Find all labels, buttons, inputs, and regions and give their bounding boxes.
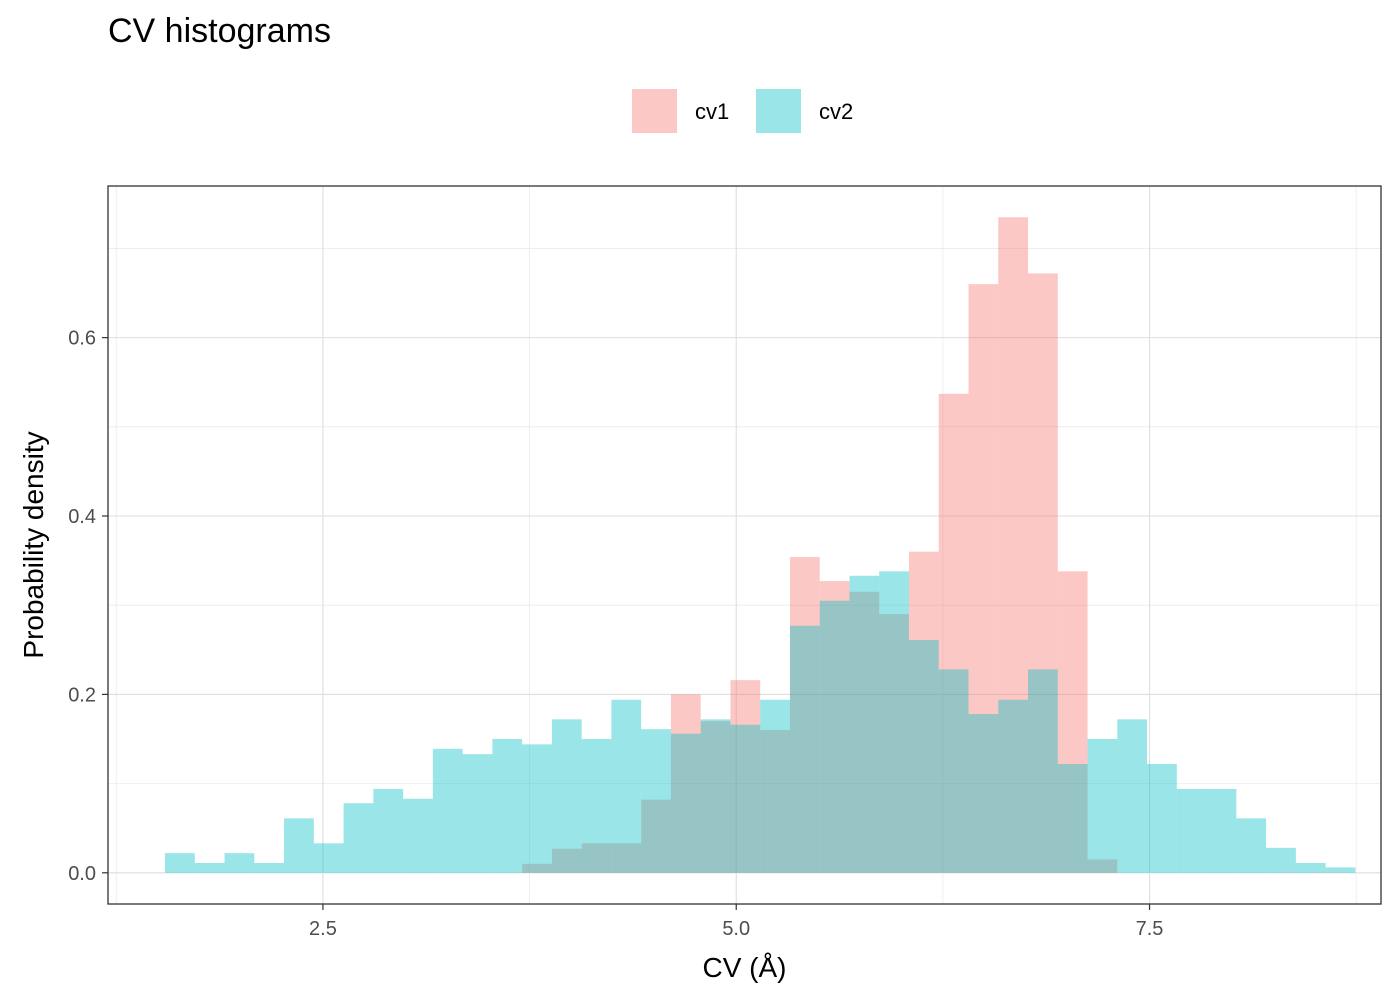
bar-cv1-9 [789, 557, 820, 873]
bar-cv2-38 [1295, 862, 1326, 873]
bar-cv1-6 [700, 721, 731, 873]
bar-cv2-1 [194, 862, 225, 873]
legend-label-cv2: cv2 [819, 99, 854, 124]
legend-label-cv1: cv1 [695, 99, 730, 124]
bar-cv2-0 [165, 853, 195, 873]
bar-cv2-13 [551, 719, 582, 873]
y-axis-title: Probability density [18, 431, 49, 658]
bar-cv1-18 [1057, 571, 1088, 873]
bar-cv2-31 [1087, 738, 1118, 873]
x-tick-label: 5.0 [722, 918, 750, 940]
bar-cv2-37 [1266, 847, 1296, 873]
series-cv2 [165, 571, 1356, 873]
y-tick-label: 0.2 [68, 684, 96, 706]
bar-cv2-2 [224, 853, 255, 873]
bar-cv2-27 [968, 714, 999, 873]
x-axis: 2.5 5.0 7.5 [309, 904, 1163, 940]
x-tick-label: 2.5 [309, 918, 337, 940]
bar-cv1-11 [849, 591, 880, 873]
bar-cv1-1 [551, 848, 582, 873]
histogram-bars [165, 217, 1356, 873]
bar-cv2-19 [730, 724, 761, 873]
bar-cv2-32 [1117, 719, 1148, 873]
bar-cv1-4 [641, 799, 671, 873]
bar-cv2-20 [760, 699, 790, 873]
bar-cv2-14 [581, 738, 612, 873]
bar-cv2-36 [1236, 818, 1267, 873]
y-tick-label: 0.0 [68, 863, 96, 885]
y-tick-label: 0.6 [68, 328, 96, 350]
bar-cv2-5 [313, 843, 344, 873]
bar-cv2-3 [254, 862, 285, 873]
bar-cv1-0 [522, 863, 552, 873]
y-tick-label: 0.4 [68, 506, 96, 528]
bar-cv2-33 [1147, 763, 1177, 873]
bar-cv2-7 [373, 788, 404, 873]
bar-cv2-22 [819, 600, 850, 873]
bar-cv2-18 [700, 719, 731, 873]
bar-cv2-23 [849, 575, 880, 873]
bar-cv2-16 [641, 729, 671, 873]
bar-cv2-15 [611, 699, 642, 873]
bar-cv2-25 [908, 639, 939, 873]
bar-cv2-10 [462, 754, 493, 873]
bar-cv2-11 [492, 738, 523, 873]
bar-cv1-12 [879, 614, 909, 873]
bar-cv1-17 [1028, 273, 1058, 873]
bar-cv1-8 [760, 730, 790, 873]
bar-cv1-5 [670, 694, 701, 873]
x-tick-label: 7.5 [1136, 918, 1164, 940]
bar-cv2-21 [789, 625, 820, 873]
bar-cv2-26 [938, 669, 969, 873]
legend-key-cv1 [632, 89, 677, 133]
bar-cv1-3 [611, 843, 642, 873]
bar-cv2-9 [432, 748, 463, 873]
bar-cv2-39 [1325, 867, 1356, 873]
bar-cv2-12 [522, 744, 552, 873]
bar-cv1-16 [998, 217, 1029, 873]
minor-gridlines [108, 186, 1381, 904]
bar-cv1-10 [819, 581, 850, 873]
bar-cv2-17 [670, 733, 701, 873]
series-cv1 [522, 217, 1118, 873]
bar-cv2-8 [403, 798, 433, 873]
bar-cv1-19 [1087, 859, 1118, 873]
chart-title: CV histograms [108, 12, 331, 50]
bar-cv2-35 [1206, 788, 1237, 873]
major-gridlines [108, 186, 1381, 904]
bar-cv1-2 [581, 843, 612, 873]
x-axis-title: CV (Å) [703, 952, 787, 983]
bar-cv2-30 [1057, 763, 1088, 873]
bar-cv1-15 [968, 284, 999, 873]
bar-cv1-7 [730, 680, 761, 873]
y-axis: 0.0 0.2 0.4 0.6 [68, 328, 108, 885]
bar-cv2-24 [879, 571, 909, 873]
bar-cv2-34 [1176, 788, 1207, 873]
bar-cv1-14 [938, 393, 969, 873]
bar-cv2-28 [998, 699, 1029, 873]
legend-key-cv2 [756, 89, 801, 133]
bar-cv2-29 [1028, 669, 1058, 873]
bar-cv2-4 [284, 818, 314, 873]
plot-panel-border [107, 185, 1382, 905]
bar-cv2-6 [343, 803, 374, 873]
bar-cv1-13 [908, 551, 939, 873]
